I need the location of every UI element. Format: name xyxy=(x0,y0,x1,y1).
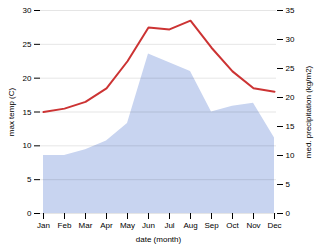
svg-text:date (month): date (month) xyxy=(136,235,182,244)
svg-text:10: 10 xyxy=(286,151,295,160)
svg-text:0: 0 xyxy=(27,209,32,218)
svg-text:10: 10 xyxy=(23,141,32,150)
svg-text:Aug: Aug xyxy=(183,221,197,230)
svg-text:0: 0 xyxy=(286,209,291,218)
svg-text:25: 25 xyxy=(286,64,295,73)
svg-text:15: 15 xyxy=(23,108,32,117)
svg-text:35: 35 xyxy=(286,6,295,15)
svg-text:Sep: Sep xyxy=(204,221,219,230)
svg-text:5: 5 xyxy=(27,175,32,184)
svg-text:25: 25 xyxy=(23,40,32,49)
svg-text:30: 30 xyxy=(286,35,295,44)
svg-text:20: 20 xyxy=(23,74,32,83)
svg-text:Jul: Jul xyxy=(164,221,174,230)
svg-text:5: 5 xyxy=(286,180,291,189)
svg-text:Dec: Dec xyxy=(267,221,281,230)
svg-text:Jan: Jan xyxy=(37,221,50,230)
svg-text:20: 20 xyxy=(286,93,295,102)
svg-text:Nov: Nov xyxy=(246,221,260,230)
svg-text:Jun: Jun xyxy=(142,221,155,230)
svg-text:max temp (C): max temp (C) xyxy=(7,87,16,136)
svg-text:15: 15 xyxy=(286,122,295,131)
svg-text:med. precipitation (kg/m2): med. precipitation (kg/m2) xyxy=(304,65,313,158)
svg-text:Apr: Apr xyxy=(100,221,113,230)
svg-text:Oct: Oct xyxy=(226,221,239,230)
svg-text:30: 30 xyxy=(23,6,32,15)
svg-text:Feb: Feb xyxy=(58,221,72,230)
svg-text:Mar: Mar xyxy=(79,221,93,230)
svg-text:May: May xyxy=(120,221,135,230)
